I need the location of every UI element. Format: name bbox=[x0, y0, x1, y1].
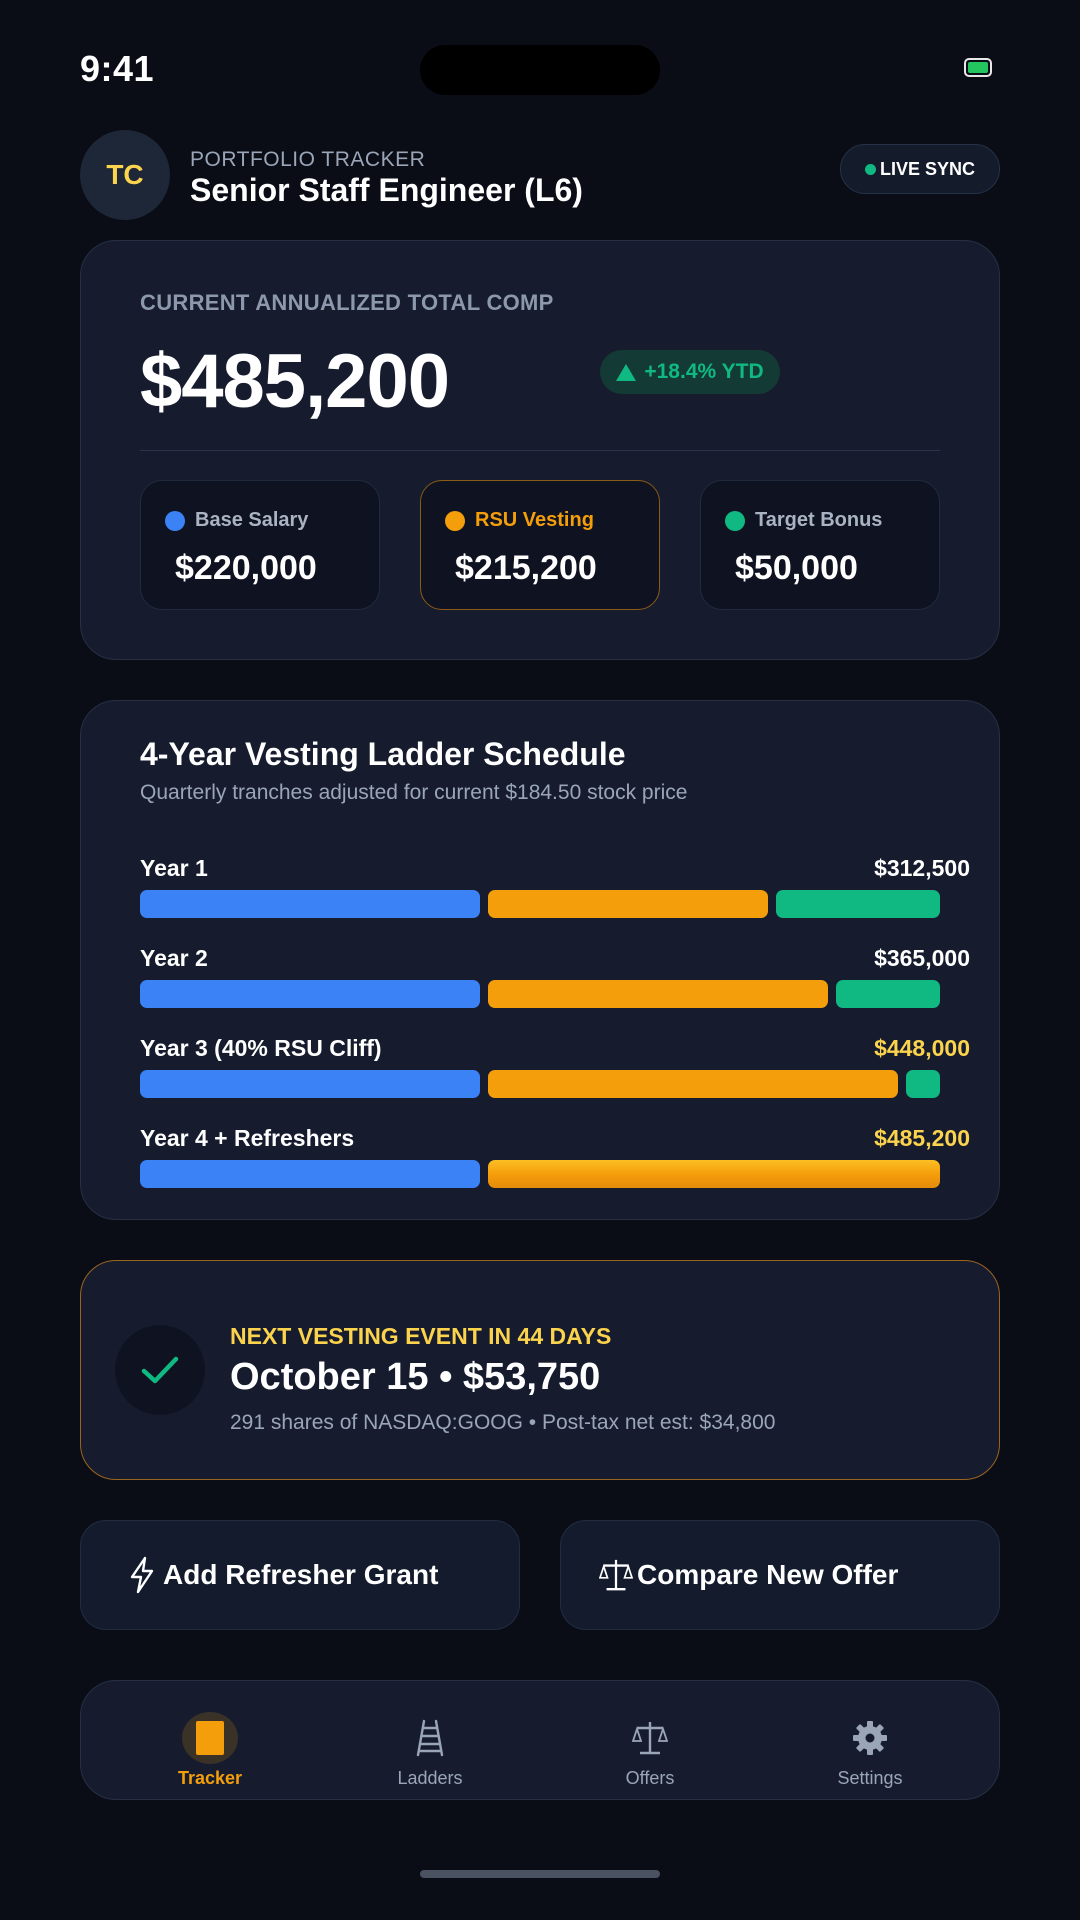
bar-base-year-3[interactable] bbox=[140, 1070, 480, 1098]
bar-rsu-year-1[interactable] bbox=[488, 890, 768, 918]
bar-rsu-year-4[interactable] bbox=[488, 1160, 940, 1188]
tile-value: $50,000 bbox=[735, 549, 858, 587]
tile-rsu-vesting[interactable]: RSU Vesting $215,200 bbox=[420, 480, 660, 610]
total-comp-label: CURRENT ANNUALIZED TOTAL COMP bbox=[140, 290, 554, 315]
avatar[interactable]: TC bbox=[80, 130, 170, 220]
header-eyebrow: PORTFOLIO TRACKER bbox=[190, 148, 426, 171]
next-event-description: 291 shares of NASDAQ:GOOG • Post-tax net… bbox=[230, 1411, 776, 1434]
nav-offers[interactable]: Offers bbox=[550, 1712, 750, 1789]
tile-value: $220,000 bbox=[175, 549, 317, 587]
status-time: 9:41 bbox=[80, 48, 155, 89]
ladder-subtitle: Quarterly tranches adjusted for current … bbox=[140, 781, 688, 804]
dynamic-island bbox=[420, 45, 660, 95]
total-comp-value: $485,200 bbox=[140, 339, 450, 424]
base-salary-dot-icon bbox=[165, 510, 185, 531]
bar-base-year-1[interactable] bbox=[140, 890, 480, 918]
trend-up-icon bbox=[616, 363, 637, 381]
nav-ladders[interactable]: Ladders bbox=[330, 1712, 530, 1789]
rsu-dot-icon bbox=[445, 510, 465, 531]
bar-bonus-year-3[interactable] bbox=[906, 1070, 940, 1098]
nav-label: Settings bbox=[837, 1768, 903, 1788]
battery-icon bbox=[964, 58, 992, 77]
nav-label: Offers bbox=[625, 1768, 675, 1788]
bar-bonus-year-1[interactable] bbox=[776, 890, 940, 918]
ytd-badge: +18.4% YTD bbox=[600, 350, 780, 394]
ladder-row-label: Year 1 bbox=[140, 855, 208, 881]
nav-tracker[interactable]: Tracker bbox=[110, 1712, 310, 1789]
add-refresher-button[interactable]: Add Refresher Grant bbox=[80, 1520, 520, 1630]
lightning-icon bbox=[125, 1555, 159, 1595]
nav-label: Ladders bbox=[397, 1768, 463, 1788]
tile-value: $215,200 bbox=[455, 549, 597, 587]
ytd-label: +18.4% YTD bbox=[644, 360, 764, 383]
bar-base-year-4[interactable] bbox=[140, 1160, 480, 1188]
ladder-title: 4-Year Vesting Ladder Schedule bbox=[140, 736, 626, 772]
check-icon bbox=[115, 1325, 205, 1415]
bar-base-year-2[interactable] bbox=[140, 980, 480, 1008]
tracker-icon bbox=[182, 1712, 238, 1764]
next-event-label: NEXT VESTING EVENT IN 44 DAYS bbox=[230, 1323, 612, 1349]
ladder-row-amount: $365,000 bbox=[874, 945, 970, 971]
next-vesting-card[interactable] bbox=[80, 1260, 1000, 1480]
bar-rsu-year-2[interactable] bbox=[488, 980, 828, 1008]
next-event-title: October 15 • $53,750 bbox=[230, 1356, 601, 1398]
bonus-dot-icon bbox=[725, 510, 745, 531]
tile-label: Target Bonus bbox=[755, 509, 883, 531]
bar-rsu-year-3[interactable] bbox=[488, 1070, 898, 1098]
compare-offer-button[interactable]: Compare New Offer bbox=[560, 1520, 1000, 1630]
ladder-row-amount: $312,500 bbox=[874, 855, 970, 881]
ladder-row-label: Year 4 + Refreshers bbox=[140, 1125, 355, 1151]
tile-target-bonus[interactable]: Target Bonus $50,000 bbox=[700, 480, 940, 610]
add-refresher-label: Add Refresher Grant bbox=[163, 1559, 439, 1590]
ladder-row-amount: $448,000 bbox=[874, 1035, 970, 1061]
vesting-ladder-card bbox=[80, 700, 1000, 1220]
live-sync-badge[interactable]: LIVE SYNC bbox=[840, 144, 1000, 194]
live-sync-label: LIVE SYNC bbox=[879, 158, 976, 179]
live-dot-icon bbox=[864, 163, 876, 175]
home-indicator[interactable] bbox=[420, 1870, 660, 1878]
scale-icon bbox=[599, 1555, 633, 1595]
ladder-row-amount: $485,200 bbox=[874, 1125, 970, 1151]
tile-label: Base Salary bbox=[195, 509, 309, 531]
gear-icon bbox=[842, 1712, 898, 1764]
bar-bonus-year-2[interactable] bbox=[836, 980, 940, 1008]
nav-settings[interactable]: Settings bbox=[770, 1712, 970, 1789]
ladder-row-label: Year 2 bbox=[140, 945, 208, 971]
ladder-icon bbox=[402, 1712, 458, 1764]
tile-label: RSU Vesting bbox=[475, 509, 594, 531]
divider bbox=[140, 450, 940, 451]
tile-base-salary[interactable]: Base Salary $220,000 bbox=[140, 480, 380, 610]
ladder-row-label: Year 3 (40% RSU Cliff) bbox=[140, 1035, 382, 1061]
scale-icon bbox=[622, 1712, 678, 1764]
page-title: Senior Staff Engineer (L6) bbox=[190, 172, 583, 208]
nav-label: Tracker bbox=[177, 1768, 243, 1788]
compare-offer-label: Compare New Offer bbox=[637, 1559, 899, 1590]
